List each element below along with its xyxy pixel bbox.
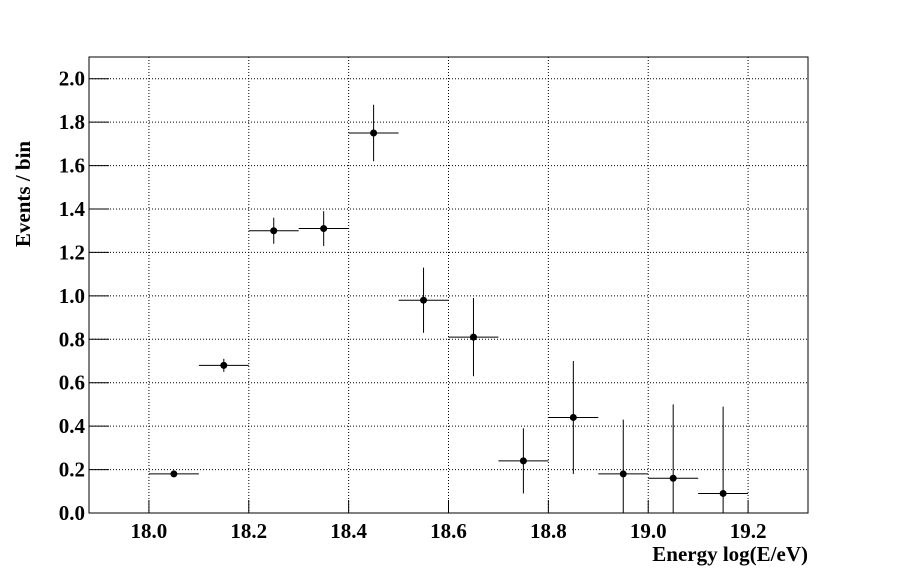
grid: [89, 57, 808, 514]
data-point: [270, 227, 278, 235]
x-tick-label: 18.8: [530, 519, 567, 543]
data-point: [569, 413, 577, 421]
data-point: [719, 489, 727, 497]
data-point: [469, 333, 477, 341]
y-tick-label: 0.8: [59, 327, 85, 351]
y-axis-label: Events / bin: [11, 141, 35, 248]
data-point: [519, 457, 527, 465]
data-point: [220, 361, 228, 369]
y-tick-label: 1.2: [59, 240, 85, 264]
x-tick-label: 18.2: [230, 519, 267, 543]
data-point: [320, 225, 328, 233]
data-point: [669, 474, 677, 482]
y-tick-label: 0.6: [59, 371, 85, 395]
x-tick-label: 18.0: [131, 519, 168, 543]
y-tick-label: 0.0: [59, 501, 85, 525]
marks: [148, 104, 749, 513]
y-tick-label: 1.0: [59, 284, 85, 308]
data-point: [619, 470, 627, 478]
y-tick-label: 0.4: [59, 414, 86, 438]
data-point: [370, 129, 378, 137]
x-tick-label: 18.6: [430, 519, 467, 543]
y-tick-label: 1.8: [59, 110, 85, 134]
data-point: [420, 296, 428, 304]
y-tick-label: 2.0: [59, 67, 85, 91]
x-axis-label: Energy log(E/eV): [652, 542, 808, 566]
x-tick-label: 19.0: [630, 519, 667, 543]
data-point: [170, 470, 178, 478]
y-tick-label: 1.6: [59, 154, 85, 178]
y-tick-label: 1.4: [59, 197, 86, 221]
x-tick-label: 18.4: [330, 519, 367, 543]
y-tick-label: 0.2: [59, 458, 85, 482]
x-tick-label: 19.2: [730, 519, 767, 543]
